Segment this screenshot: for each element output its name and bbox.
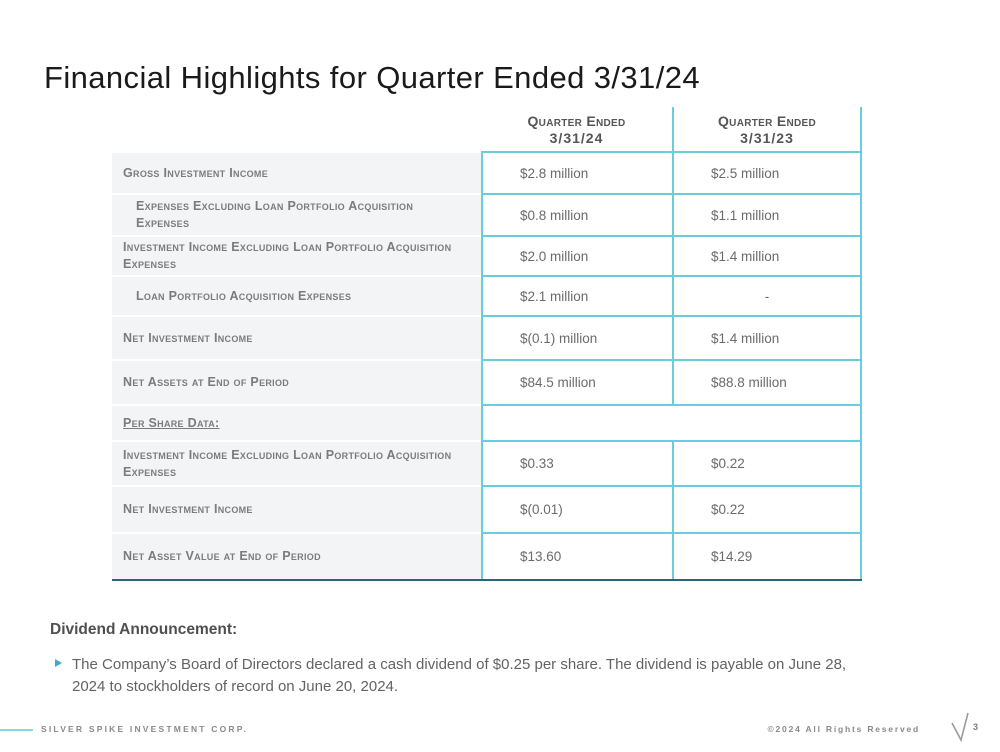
- cell-value: $88.8 million: [672, 361, 862, 406]
- cell-value: $2.1 million: [481, 277, 672, 317]
- copyright-text: ©2024 All Rights Reserved: [767, 724, 920, 734]
- header-col-q1-2024: Quarter Ended 3/31/24: [481, 107, 672, 153]
- table-row: Expenses Excluding Loan Portfolio Acquis…: [112, 195, 862, 237]
- cell-value: $2.0 million: [481, 237, 672, 277]
- row-label: Net Investment Income: [112, 317, 481, 361]
- cell-value: $(0.01): [481, 487, 672, 534]
- cell-value: $2.8 million: [481, 153, 672, 195]
- bullet-text: The Company’s Board of Directors declare…: [72, 656, 847, 695]
- table-row: Per Share Data:: [112, 406, 862, 442]
- table-row: Net Investment Income $(0.1) million $1.…: [112, 317, 862, 361]
- header-label: Quarter Ended: [717, 112, 817, 129]
- header-col-q1-2023: Quarter Ended 3/31/23: [672, 107, 862, 153]
- header-label: Quarter Ended: [527, 112, 626, 129]
- row-label: Net Asset Value at End of Period: [112, 534, 481, 579]
- cell-value: $0.33: [481, 442, 672, 487]
- cell-value: $1.4 million: [672, 317, 862, 361]
- row-label: Gross Investment Income: [112, 153, 481, 195]
- cell-value: $0.8 million: [481, 195, 672, 237]
- triangle-right-icon: [55, 659, 62, 667]
- table-row: Net Investment Income $(0.01) $0.22: [112, 487, 862, 534]
- dividend-bullet: The Company’s Board of Directors declare…: [55, 654, 854, 698]
- table-header-row: Quarter Ended 3/31/24 Quarter Ended 3/31…: [112, 107, 862, 153]
- cell-value: $84.5 million: [481, 361, 672, 406]
- cell-value: $2.5 million: [672, 153, 862, 195]
- footer-rule: [0, 729, 33, 731]
- dividend-heading: Dividend Announcement:: [50, 621, 238, 638]
- cell-value: $13.60: [481, 534, 672, 579]
- cell-value: [481, 406, 862, 442]
- cell-value: $1.1 million: [672, 195, 862, 237]
- cell-value: $14.29: [672, 534, 862, 579]
- row-label: Per Share Data:: [112, 406, 481, 442]
- table-row: Investment Income Excluding Loan Portfol…: [112, 237, 862, 277]
- company-name: SILVER SPIKE INVESTMENT CORP.: [41, 724, 249, 734]
- spike-check-icon: [951, 712, 969, 743]
- cell-value: $0.22: [672, 442, 862, 487]
- table-row: Gross Investment Income $2.8 million $2.…: [112, 153, 862, 195]
- page-number: 3: [973, 722, 979, 732]
- cell-value: $1.4 million: [672, 237, 862, 277]
- row-label: Investment Income Excluding Loan Portfol…: [112, 237, 481, 277]
- table-row: Net Assets at End of Period $84.5 millio…: [112, 361, 862, 406]
- header-date: 3/31/23: [740, 129, 794, 146]
- header-spacer: [112, 107, 481, 153]
- page-title: Financial Highlights for Quarter Ended 3…: [44, 60, 700, 95]
- table-row: Investment Income Excluding Loan Portfol…: [112, 442, 862, 487]
- cell-value: $0.22: [672, 487, 862, 534]
- row-label: Loan Portfolio Acquisition Expenses: [112, 277, 481, 317]
- table-row: Loan Portfolio Acquisition Expenses $2.1…: [112, 277, 862, 317]
- cell-value: $(0.1) million: [481, 317, 672, 361]
- row-label: Investment Income Excluding Loan Portfol…: [112, 442, 481, 487]
- row-label: Net Investment Income: [112, 487, 481, 534]
- cell-value: -: [672, 277, 862, 317]
- table-row: Net Asset Value at End of Period $13.60 …: [112, 534, 862, 579]
- financial-table: Quarter Ended 3/31/24 Quarter Ended 3/31…: [112, 107, 862, 581]
- row-label: Net Assets at End of Period: [112, 361, 481, 406]
- header-date: 3/31/24: [549, 129, 604, 146]
- row-label: Expenses Excluding Loan Portfolio Acquis…: [112, 195, 481, 237]
